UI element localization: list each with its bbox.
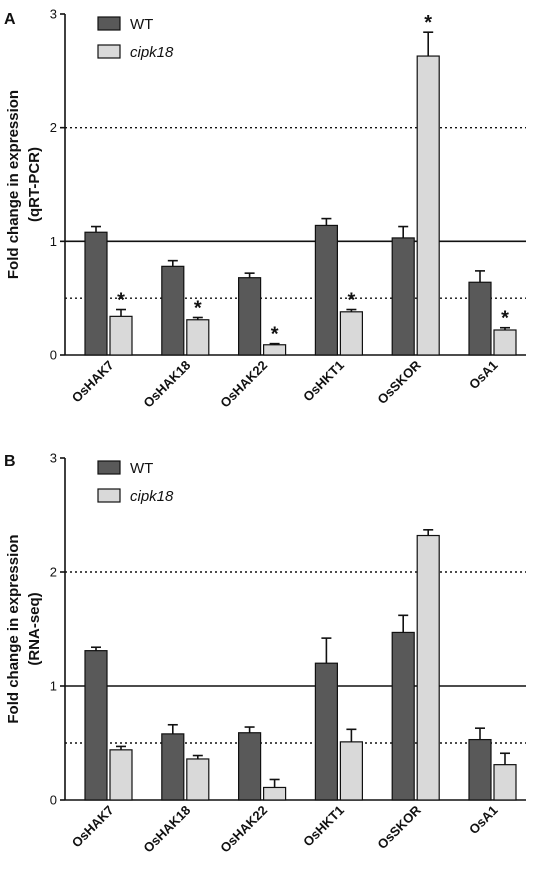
panel-b-bar-WT-0 bbox=[84, 650, 108, 801]
panel-b-ytick-label-3: 3 bbox=[50, 451, 57, 466]
panel-a-bar-WT-3 bbox=[314, 224, 338, 356]
panel-b-category-label-5: OsA1 bbox=[466, 803, 501, 838]
panel-a-bar-cipk18-2 bbox=[263, 344, 287, 356]
panel-a-sig-cipk18-3: * bbox=[348, 290, 356, 312]
panel-a-sig-cipk18-0: * bbox=[117, 290, 125, 312]
panel-b-bar-WT-2 bbox=[238, 732, 262, 801]
panel-b-category-label-2: OsHAK22 bbox=[217, 803, 270, 856]
panel-a-bar-WT-4 bbox=[391, 237, 415, 356]
panel-b-ylabel: Fold change in expression bbox=[5, 534, 22, 723]
panel-a-ytick-label-2: 2 bbox=[50, 120, 57, 135]
panel-b-legend-label-1: cipk18 bbox=[130, 488, 174, 505]
panel-a-bar-cipk18-3 bbox=[339, 311, 363, 356]
panel-b-ytick-label-2: 2 bbox=[50, 565, 57, 580]
panel-a-ytick-label-1: 1 bbox=[50, 234, 57, 249]
panel-b-bar-cipk18-4 bbox=[416, 534, 440, 801]
panel-b-legend-swatch-0 bbox=[97, 460, 121, 475]
panel-b-letter: B bbox=[4, 453, 16, 470]
panel-b-bar-cipk18-1 bbox=[186, 758, 210, 801]
panel-b-ytick-label-1: 1 bbox=[50, 679, 57, 694]
panel-b-legend-swatch-1 bbox=[97, 488, 121, 503]
panel-a-bar-WT-2 bbox=[238, 277, 262, 356]
panel-a-ytick-label-0: 0 bbox=[50, 348, 57, 363]
panel-b-bar-cipk18-5 bbox=[493, 764, 517, 801]
panel-a-sig-cipk18-4: * bbox=[424, 12, 432, 34]
panel-a-bar-cipk18-0 bbox=[109, 315, 133, 356]
panel-a-legend-label-1: cipk18 bbox=[130, 44, 174, 61]
panel-a-bar-cipk18-5 bbox=[493, 329, 517, 356]
panel-a-sig-cipk18-5: * bbox=[501, 308, 509, 330]
panel-a-category-label-4: OsSKOR bbox=[374, 357, 424, 407]
panel-a-sig-cipk18-2: * bbox=[271, 324, 279, 346]
panel-b-bar-cipk18-3 bbox=[339, 741, 363, 801]
panel-a-bar-cipk18-1 bbox=[186, 319, 210, 356]
panel-b-category-label-1: OsHAK18 bbox=[140, 803, 193, 856]
panel-a-bar-WT-1 bbox=[161, 265, 185, 356]
panel-a-ylabel: Fold change in expression bbox=[5, 90, 22, 279]
panel-a-bar-WT-0 bbox=[84, 231, 108, 356]
panel-b-bar-WT-4 bbox=[391, 631, 415, 801]
panel-a-legend-swatch-0 bbox=[97, 16, 121, 31]
panel-b-bar-cipk18-2 bbox=[263, 786, 287, 801]
panel-a-legend-swatch-1 bbox=[97, 44, 121, 59]
panel-a-category-label-5: OsA1 bbox=[466, 358, 501, 393]
panel-a-bar-WT-5 bbox=[468, 281, 492, 356]
panel-a-category-label-3: OsHKT1 bbox=[300, 358, 347, 405]
panel-b-bar-cipk18-0 bbox=[109, 749, 133, 801]
panel-a-ytick-label-3: 3 bbox=[50, 7, 57, 22]
panel-b-ylabel-sub: (RNA-seq) bbox=[26, 592, 43, 665]
panel-a-category-label-0: OsHAK7 bbox=[69, 358, 117, 406]
panel-b-bar-WT-5 bbox=[468, 738, 492, 801]
panel-a-sig-cipk18-1: * bbox=[194, 297, 202, 319]
panel-b-bar-WT-3 bbox=[314, 662, 338, 801]
panel-b-legend-label-0: WT bbox=[130, 460, 153, 477]
panel-b-bar-WT-1 bbox=[161, 733, 185, 801]
panel-a-legend-label-0: WT bbox=[130, 16, 153, 33]
panel-a-letter: A bbox=[4, 11, 16, 28]
panel-b-category-label-3: OsHKT1 bbox=[300, 803, 347, 850]
panel-a-category-label-2: OsHAK22 bbox=[217, 358, 270, 411]
panel-a-ylabel-sub: (qRT-PCR) bbox=[26, 147, 43, 222]
panel-b-ytick-label-0: 0 bbox=[50, 793, 57, 808]
panel-b-category-label-0: OsHAK7 bbox=[69, 803, 117, 851]
panel-a-bar-cipk18-4 bbox=[416, 55, 440, 356]
panel-a-category-label-1: OsHAK18 bbox=[140, 358, 193, 411]
panel-b-category-label-4: OsSKOR bbox=[374, 802, 424, 852]
